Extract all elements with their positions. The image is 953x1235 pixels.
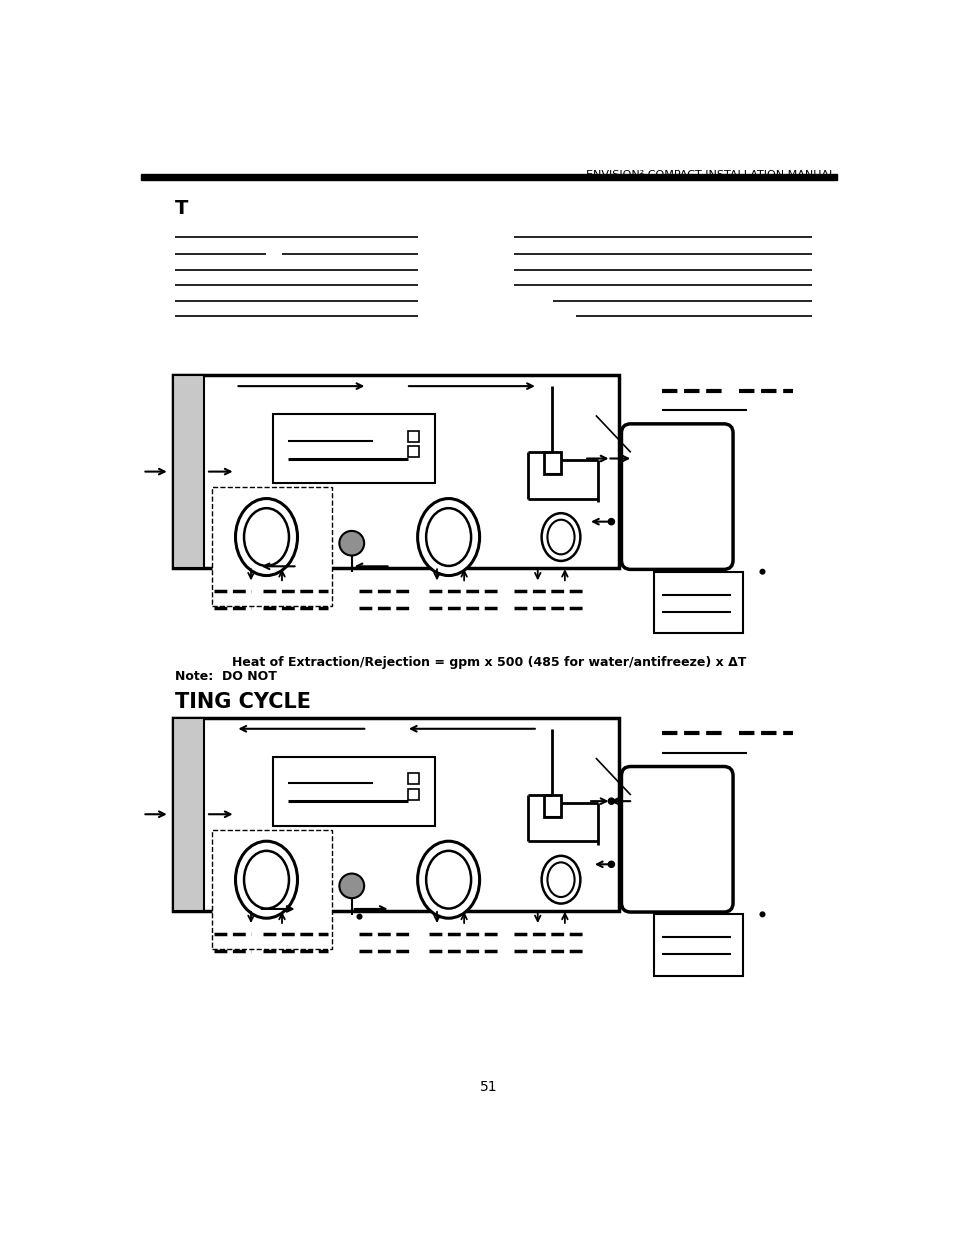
Ellipse shape bbox=[547, 520, 574, 555]
Bar bbox=[408, 446, 418, 457]
Bar bbox=[654, 914, 742, 976]
Bar bbox=[273, 757, 435, 826]
Text: ENVISION² COMPACT INSTALLATION MANUAL: ENVISION² COMPACT INSTALLATION MANUAL bbox=[585, 169, 835, 180]
Bar bbox=[543, 795, 560, 816]
Text: Note:  DO NOT: Note: DO NOT bbox=[174, 671, 276, 683]
Ellipse shape bbox=[417, 499, 479, 576]
Bar bbox=[408, 431, 418, 442]
Circle shape bbox=[339, 873, 364, 898]
Ellipse shape bbox=[426, 508, 471, 566]
Bar bbox=[408, 789, 418, 799]
Bar bbox=[273, 414, 435, 483]
Ellipse shape bbox=[417, 841, 479, 918]
Bar bbox=[543, 452, 560, 474]
Circle shape bbox=[666, 911, 671, 916]
FancyBboxPatch shape bbox=[620, 767, 732, 911]
Circle shape bbox=[760, 911, 764, 916]
Circle shape bbox=[608, 861, 614, 867]
Circle shape bbox=[608, 519, 614, 525]
Circle shape bbox=[608, 798, 614, 804]
Bar bbox=[173, 718, 204, 910]
Circle shape bbox=[339, 531, 364, 556]
Bar bbox=[654, 572, 742, 634]
Circle shape bbox=[356, 914, 361, 919]
Text: TING CYCLE: TING CYCLE bbox=[174, 692, 311, 711]
Bar bbox=[212, 830, 332, 948]
Ellipse shape bbox=[426, 851, 471, 909]
Ellipse shape bbox=[541, 514, 579, 561]
Ellipse shape bbox=[235, 841, 297, 918]
Ellipse shape bbox=[547, 862, 574, 897]
Bar bbox=[173, 375, 204, 568]
Bar bbox=[141, 174, 836, 180]
Bar bbox=[212, 487, 332, 606]
Bar bbox=[173, 375, 618, 568]
Ellipse shape bbox=[244, 508, 289, 566]
Text: 51: 51 bbox=[479, 1079, 497, 1094]
Bar bbox=[408, 773, 418, 784]
Circle shape bbox=[666, 569, 671, 574]
Circle shape bbox=[760, 569, 764, 574]
Bar bbox=[173, 718, 618, 910]
Text: Heat of Extraction/Rejection = gpm x 500 (485 for water/antifreeze) x ΔT: Heat of Extraction/Rejection = gpm x 500… bbox=[232, 656, 745, 669]
FancyBboxPatch shape bbox=[620, 424, 732, 569]
Text: T: T bbox=[174, 199, 189, 219]
Ellipse shape bbox=[244, 851, 289, 909]
Ellipse shape bbox=[235, 499, 297, 576]
Ellipse shape bbox=[541, 856, 579, 904]
